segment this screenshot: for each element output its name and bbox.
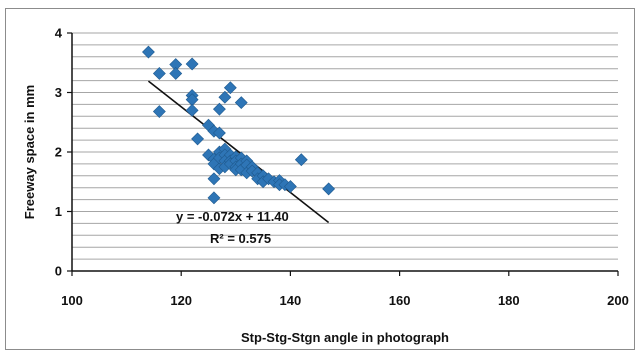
data-point xyxy=(191,132,205,146)
data-point xyxy=(142,45,155,59)
data-point xyxy=(212,126,226,140)
data-point xyxy=(212,102,226,116)
r-squared-label: R² = 0.575 xyxy=(210,231,271,246)
axes xyxy=(67,32,619,276)
data-points xyxy=(142,45,336,205)
x-tick-label: 160 xyxy=(389,293,411,308)
tick-labels: 0 1 2 3 4 100 120 140 160 180 200 xyxy=(55,26,629,309)
y-axis-title: Freeway space in mm xyxy=(22,85,37,219)
trendline-equation: y = -0.072x + 11.40 xyxy=(176,209,289,224)
data-point xyxy=(152,105,166,118)
data-point xyxy=(234,96,248,110)
data-point xyxy=(283,180,297,193)
x-tick-label: 200 xyxy=(607,293,629,308)
y-tick-label: 4 xyxy=(55,26,63,41)
data-point xyxy=(185,57,199,71)
trendline xyxy=(147,80,330,224)
y-tick-label: 3 xyxy=(55,85,62,100)
x-axis-title: Stp-Stg-Stgn angle in photograph xyxy=(241,330,449,345)
scatter-chart: 0 1 2 3 4 100 120 140 160 180 200 y = -0.072x + 11… xyxy=(22,26,629,346)
y-tick-label: 1 xyxy=(55,204,62,219)
y-tick-label: 2 xyxy=(55,145,62,160)
x-tick-label: 180 xyxy=(498,293,520,308)
data-point xyxy=(223,81,237,95)
trendline-line xyxy=(147,80,330,224)
x-tick-label: 100 xyxy=(61,293,83,308)
data-point xyxy=(185,103,199,117)
gridlines xyxy=(72,32,618,260)
data-point xyxy=(294,153,308,167)
x-tick-label: 120 xyxy=(170,293,192,308)
data-point xyxy=(322,182,336,196)
y-tick-label: 0 xyxy=(55,264,62,279)
data-point xyxy=(169,67,183,80)
x-tick-label: 140 xyxy=(280,293,302,308)
data-point xyxy=(207,191,221,205)
data-point xyxy=(207,172,221,186)
chart-frame: 0 1 2 3 4 100 120 140 160 180 200 y = -0.072x + 11… xyxy=(5,8,635,350)
data-point xyxy=(218,90,232,104)
data-point xyxy=(152,67,166,80)
